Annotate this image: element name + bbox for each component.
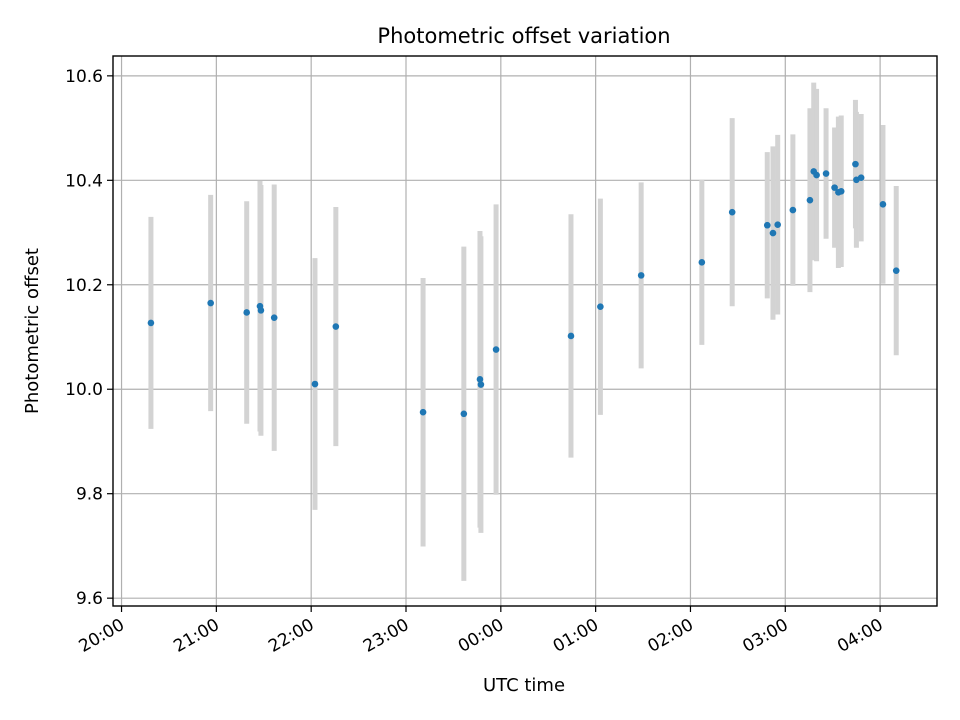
x-tick-label: 00:00 (455, 615, 507, 657)
data-point (311, 380, 319, 388)
data-point (698, 259, 706, 266)
data-point (806, 196, 814, 204)
x-axis-ticks: 20:00 21:00 22:00 23:00 00:00 01:00 02:00 03:00… (76, 606, 887, 657)
data-point (476, 376, 484, 383)
data-point (332, 323, 340, 330)
x-tick-label: 03:00 (739, 615, 791, 657)
data-point (728, 208, 736, 216)
y-tick-label: 9.6 (76, 589, 103, 609)
data-point (419, 408, 427, 416)
data-point (492, 346, 500, 353)
y-tick-label: 10.4 (65, 171, 103, 191)
grid-layer (113, 56, 937, 606)
y-tick-label: 10.2 (65, 276, 103, 296)
data-point (763, 221, 771, 229)
data-point (769, 229, 777, 237)
x-axis-label: UTC time (483, 675, 565, 696)
data-point (822, 170, 830, 177)
y-tick-label: 9.8 (76, 485, 103, 505)
error-bars (148, 82, 899, 581)
data-point (147, 319, 155, 327)
plot-frame (112, 55, 938, 607)
x-tick-label: 23:00 (360, 615, 412, 657)
data-point (637, 272, 645, 279)
y-axis-ticks: 9.6 9.8 10.0 10.2 10.4 10.6 (65, 67, 113, 609)
data-point (243, 309, 250, 316)
x-tick-label: 02:00 (645, 615, 697, 657)
data-point (837, 187, 845, 195)
data-point (257, 307, 265, 314)
data-point (270, 314, 278, 321)
data-point (852, 160, 859, 168)
data-point (892, 267, 900, 274)
data-point (831, 184, 838, 191)
data-points (147, 160, 900, 418)
y-axis-label: Photometric offset (22, 248, 43, 414)
x-tick-label: 04:00 (834, 615, 886, 657)
chart-title: Photometric offset variation (377, 24, 670, 48)
data-point (879, 201, 887, 208)
data-point (857, 174, 865, 181)
y-tick-label: 10.0 (65, 380, 103, 400)
x-tick-label: 20:00 (76, 615, 128, 657)
data-point (460, 410, 468, 418)
data-point (813, 171, 820, 179)
data-point (567, 332, 575, 340)
data-point (477, 381, 485, 388)
data-point (789, 206, 797, 214)
data-point (207, 299, 214, 307)
x-tick-label: 01:00 (550, 615, 602, 657)
x-tick-label: 22:00 (265, 615, 317, 657)
data-point (597, 303, 604, 311)
y-tick-label: 10.6 (65, 67, 103, 87)
x-tick-label: 21:00 (170, 615, 222, 657)
data-point (774, 221, 781, 229)
